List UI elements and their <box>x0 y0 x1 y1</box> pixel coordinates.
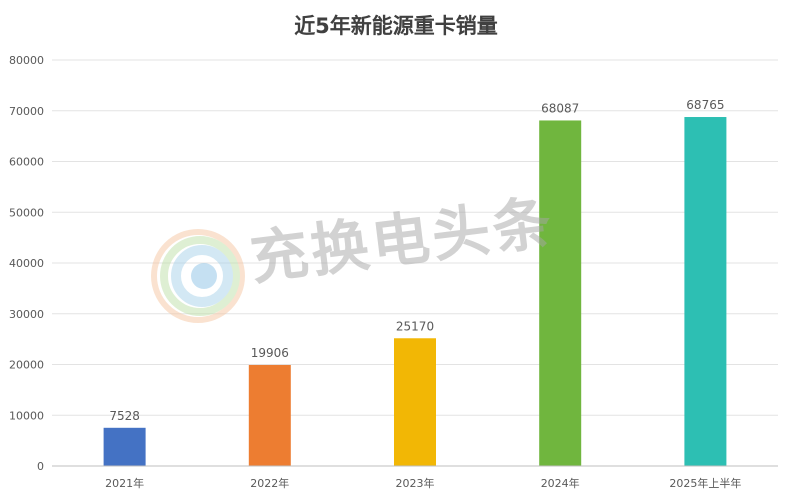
bar <box>539 120 582 467</box>
y-tick-label: 70000 <box>9 105 44 118</box>
y-tick-label: 10000 <box>9 409 44 422</box>
data-label: 68765 <box>686 98 724 112</box>
chart-title: 近5年新能源重卡销量 <box>294 14 498 38</box>
data-label: 7528 <box>109 409 140 423</box>
bars <box>103 117 727 467</box>
y-tick-label: 50000 <box>9 206 44 219</box>
data-label: 68087 <box>541 101 579 115</box>
data-label: 19906 <box>251 346 289 360</box>
y-axis-ticks: 0 10000 20000 30000 40000 50000 60000 70000 8000… <box>9 54 44 473</box>
x-axis-ticks: 2021年 2022年 2023年 2024年 2025年上半年 <box>105 476 741 490</box>
bar <box>103 427 146 466</box>
x-tick-label: 2022年 <box>250 476 289 490</box>
data-labels: 7528 19906 25170 68087 68765 <box>109 98 724 423</box>
y-tick-label: 30000 <box>9 308 44 321</box>
y-tick-label: 20000 <box>9 359 44 372</box>
bar <box>394 338 436 466</box>
x-tick-label: 2024年 <box>541 476 580 490</box>
x-tick-label: 2023年 <box>396 476 435 490</box>
y-tick-label: 40000 <box>9 257 44 270</box>
bar <box>248 364 291 466</box>
y-tick-label: 80000 <box>9 54 44 67</box>
y-tick-label: 60000 <box>9 156 44 169</box>
bar <box>684 117 727 466</box>
y-tick-label: 0 <box>37 460 44 473</box>
x-tick-label: 2025年上半年 <box>669 476 741 490</box>
data-label: 25170 <box>396 319 434 333</box>
x-tick-label: 2021年 <box>105 476 144 490</box>
